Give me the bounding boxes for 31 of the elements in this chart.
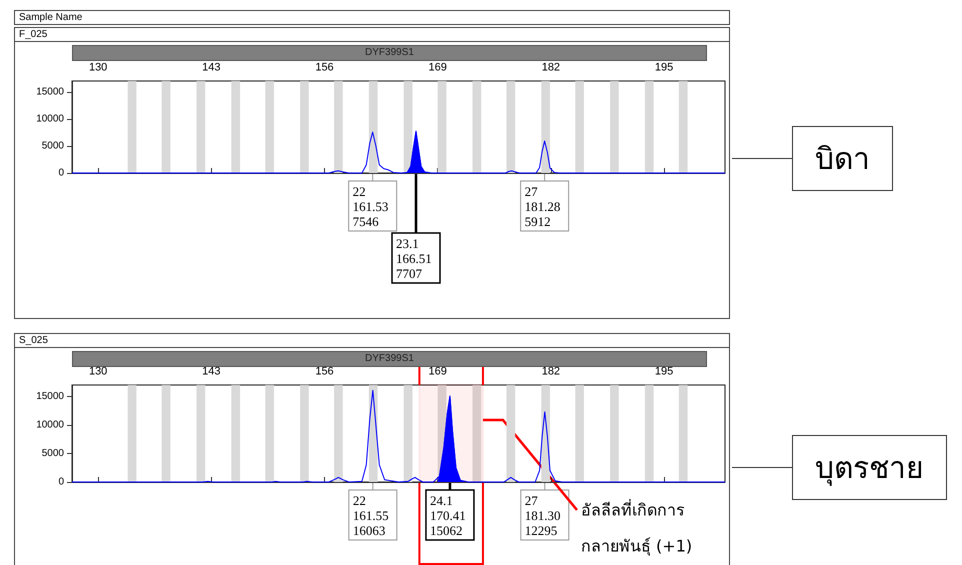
text: Sample Name [14,10,730,25]
chart-subtitle: DYF399S1 [72,351,707,367]
chart-title: S_025 [15,334,729,348]
annotation: 23.1 166.51 7707 [396,236,432,281]
x-tick-label: 169 [428,62,447,74]
x-tick-label: 130 [88,62,108,74]
y-tick-label: 0 [58,476,64,488]
x-tick-label: 182 [542,62,560,74]
annotation: 24.1 170.41 15062 [430,493,466,538]
y-tick-label: 0 [58,168,64,178]
x-tick-label: 156 [315,62,334,74]
x-tick-label: 195 [654,62,674,74]
annotation: 27 181.28 5912 [524,184,560,229]
y-tick-label: 5000 [42,140,64,152]
x-tick-label: 182 [542,366,560,378]
y-tick-label: 15000 [36,86,64,98]
annotation: 22 161.53 7546 [352,184,388,229]
band-label: อัลลีลที่เกิดการ กลายพันธุ์ (+1) [580,498,692,556]
y-tick-label: 5000 [42,448,64,459]
x-tick-label: 130 [88,366,108,378]
chart-title: F_025 [15,28,729,42]
y-tick-label: 10000 [36,113,64,124]
annotation: 22 161.55 16063 [352,493,389,538]
y-tick-label: 15000 [36,390,64,402]
chart-subtitle: DYF399S1 [72,45,707,61]
y-tick-label: 10000 [36,419,64,430]
x-tick-label: 156 [315,366,334,378]
x-tick-label: 143 [202,366,220,378]
x-tick-label: 195 [654,366,674,378]
annotation: 27 181.30 12295 [524,493,561,538]
x-tick-label: 143 [202,62,220,74]
